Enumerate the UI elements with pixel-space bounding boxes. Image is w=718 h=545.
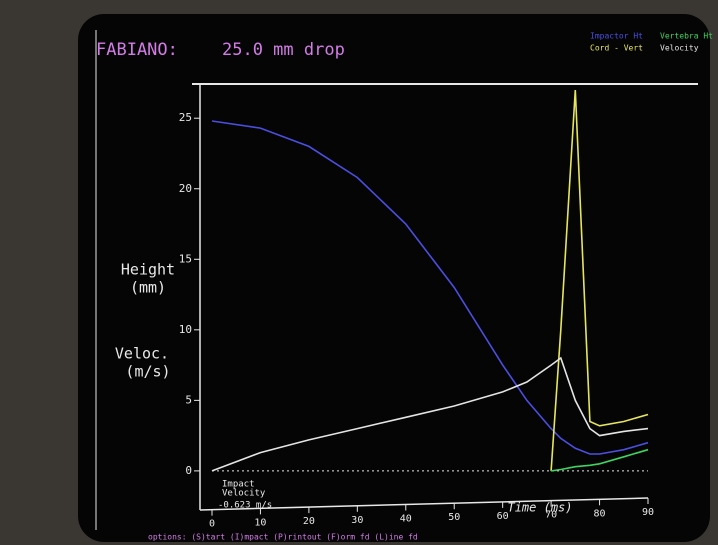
x-tick-label: 0 bbox=[209, 519, 215, 530]
y-tick-label: 20 bbox=[179, 182, 192, 195]
x-tick-label: 50 bbox=[448, 512, 460, 523]
legend-entry: Cord - Vert bbox=[590, 44, 643, 53]
y-tick-label: 25 bbox=[179, 111, 192, 124]
footer: options: (S)tart (I)mpact (P)rintout (F)… bbox=[148, 533, 418, 542]
x-tick-label: 90 bbox=[642, 507, 654, 518]
legend-entry: Impactor Ht bbox=[590, 32, 643, 41]
x-tick-label: 20 bbox=[303, 516, 315, 527]
y-tick-label: 10 bbox=[179, 323, 192, 336]
y-axis-label: Veloc. bbox=[115, 345, 169, 363]
y-axis-label: (m/s) bbox=[125, 363, 170, 381]
annotation: -0.623 m/s bbox=[218, 501, 272, 511]
x-tick-label: 30 bbox=[351, 515, 363, 526]
y-tick-label: 5 bbox=[185, 393, 192, 406]
legend-entry: Vertebra Ht bbox=[660, 32, 713, 41]
y-axis-label: Height bbox=[121, 261, 175, 279]
y-tick-label: 15 bbox=[179, 252, 192, 265]
chart-title: FABIANO: bbox=[96, 40, 178, 60]
y-axis-label: (mm) bbox=[130, 279, 166, 297]
x-tick-label: 40 bbox=[400, 513, 412, 524]
x-tick-label: 10 bbox=[254, 517, 266, 528]
chart-subtitle: 25.0 mm drop bbox=[222, 40, 345, 60]
chart: FABIANO: 25.0 mm drop 0 5 10 15 20 25 0 10 20 30 4… bbox=[0, 0, 718, 545]
annotation: Velocity bbox=[222, 489, 266, 499]
x-tick-label: 80 bbox=[594, 508, 606, 519]
legend-entry: Velocity bbox=[660, 44, 699, 53]
x-axis-label: Time (ms) bbox=[507, 501, 572, 515]
y-tick-label: 0 bbox=[185, 464, 192, 477]
